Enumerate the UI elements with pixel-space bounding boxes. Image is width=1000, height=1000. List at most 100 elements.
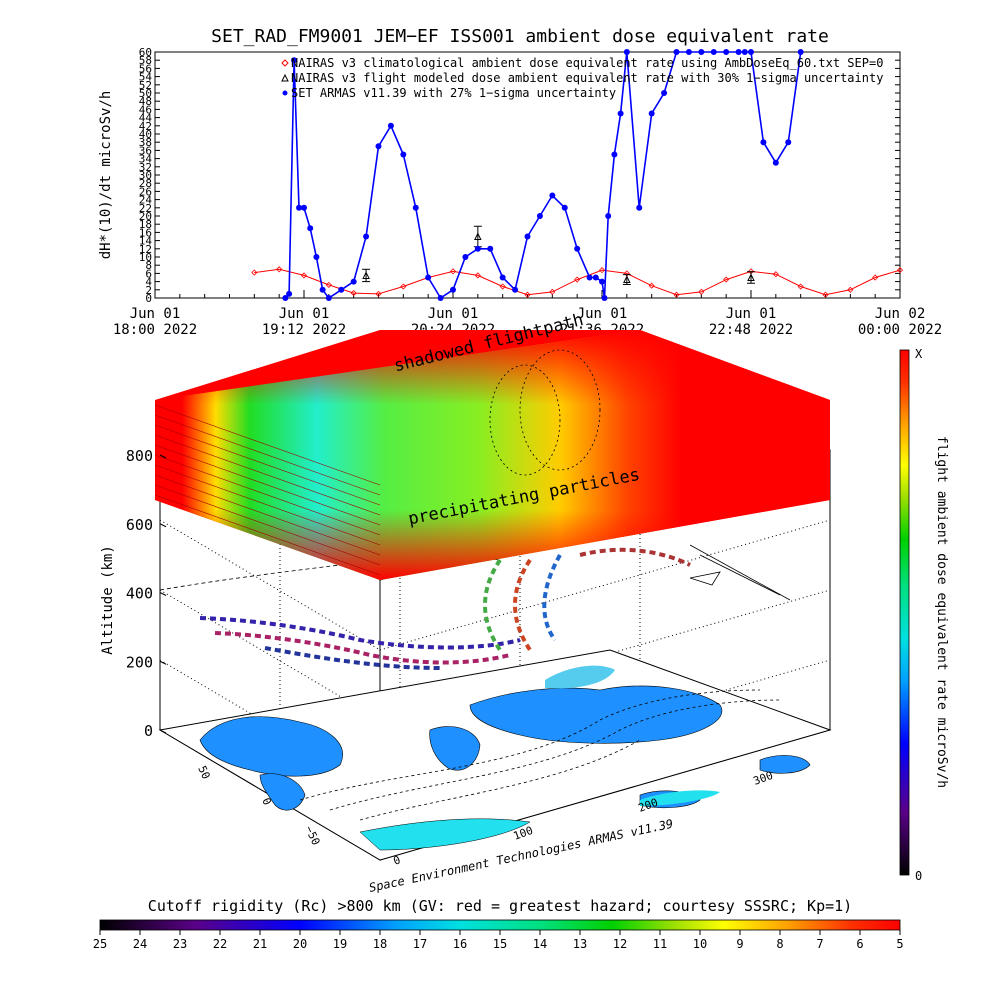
blue-series-point bbox=[611, 151, 618, 158]
red-series-point bbox=[872, 274, 879, 281]
y-tick-label: 40 bbox=[139, 128, 152, 141]
blue-series-point bbox=[623, 49, 630, 55]
blue-series-point bbox=[617, 110, 624, 117]
legend-entry-nairas-climatological: NAIRAS v3 climatological ambient dose eq… bbox=[281, 56, 883, 70]
altitude-tick-label: 800 bbox=[126, 447, 153, 465]
blue-series-point bbox=[561, 204, 568, 211]
altitude-axis-ticks: 0 200 400 600 800 bbox=[126, 447, 167, 740]
black-series-point bbox=[362, 271, 370, 279]
blue-series-point bbox=[363, 233, 370, 240]
x-tick-time: 22:48 2022 bbox=[709, 322, 793, 338]
legend-marker-blue bbox=[282, 90, 288, 96]
red-series-point bbox=[499, 283, 506, 290]
blue-series-point bbox=[474, 245, 481, 252]
blue-series-point bbox=[296, 204, 303, 211]
blue-series-point bbox=[512, 286, 519, 293]
legend-marker-red bbox=[281, 59, 289, 67]
y-tick-label: 36 bbox=[139, 144, 152, 157]
rigidity-gradient-bar bbox=[99, 919, 901, 931]
y-tick-label: 18 bbox=[139, 218, 152, 231]
blue-series-point bbox=[412, 204, 419, 211]
x-tick-time: 00:00 2022 bbox=[858, 322, 942, 338]
rigidity-tick-label: 20 bbox=[293, 937, 307, 951]
rigidity-ticks: 25 24 23 22 21 20 19 18 17 16 15 14 13 12 11 10 9 8 7 6 5 bbox=[93, 930, 904, 951]
y-tick-label: 26 bbox=[139, 185, 152, 198]
y-tick-label: 50 bbox=[139, 87, 152, 100]
blue-series-point bbox=[698, 49, 705, 55]
altitude-tick bbox=[159, 454, 167, 459]
blue-series-point bbox=[785, 139, 792, 146]
y-tick-label: 14 bbox=[139, 235, 153, 248]
y-tick-label: 0 bbox=[145, 292, 152, 305]
landmass-antarctica-east bbox=[640, 790, 720, 806]
blue-series-point bbox=[710, 49, 717, 55]
blue-series-point bbox=[748, 49, 754, 55]
rigidity-tick-label: 6 bbox=[856, 937, 863, 951]
blue-series-point bbox=[313, 254, 320, 260]
blue-series-point bbox=[291, 57, 298, 64]
chart-title: SET_RAD_FM9001 JEM−EF ISS001 ambient dos… bbox=[211, 26, 829, 47]
altitude-tick bbox=[159, 729, 167, 734]
red-series-point bbox=[673, 291, 680, 298]
blue-series-point bbox=[425, 274, 432, 281]
blue-series-point bbox=[549, 192, 556, 199]
red-series-point bbox=[350, 290, 357, 297]
blue-series-point bbox=[487, 245, 494, 252]
red-series-point bbox=[598, 267, 606, 274]
blue-series-point bbox=[437, 295, 444, 301]
ground-tracks bbox=[299, 689, 781, 821]
blue-series-point bbox=[301, 204, 307, 211]
blue-series-point bbox=[723, 49, 730, 55]
rigidity-tick-label: 14 bbox=[533, 937, 547, 951]
rigidity-tick-label: 15 bbox=[493, 937, 507, 951]
black-series-point bbox=[623, 275, 631, 284]
slab-orbit-traces bbox=[489, 349, 601, 476]
y-tick-label: 22 bbox=[139, 202, 152, 215]
lon-tick-200: 200 bbox=[637, 796, 660, 815]
legend-entry-armas: SET ARMAS v11.39 with 27% 1−sigma uncert… bbox=[282, 86, 616, 100]
red-series-point bbox=[325, 281, 332, 288]
y-tick-label: 38 bbox=[139, 136, 152, 149]
y-tick-label: 46 bbox=[139, 103, 152, 116]
x-tick-time: 19:12 2022 bbox=[262, 322, 346, 338]
landmass-americas bbox=[199, 716, 343, 777]
y-tick-label: 28 bbox=[139, 177, 152, 190]
y-tick-label: 52 bbox=[139, 79, 152, 92]
rigidity-colorbar: Cutoff rigidity (Rc) >800 km (GV: red = … bbox=[93, 897, 904, 951]
blue-series-point bbox=[586, 274, 593, 281]
red-series-line bbox=[254, 268, 901, 296]
rigidity-tick-label: 17 bbox=[413, 937, 427, 951]
red-series-point bbox=[474, 272, 481, 279]
y-tick-label: 58 bbox=[139, 54, 152, 67]
slab-fade bbox=[155, 330, 830, 580]
blue-series-point bbox=[325, 295, 332, 301]
rigidity-tick-label: 8 bbox=[776, 937, 783, 951]
blue-series-point bbox=[741, 49, 748, 55]
y-tick-label: 34 bbox=[139, 153, 153, 166]
landmass-south-america bbox=[259, 773, 306, 811]
y-tick-label: 32 bbox=[139, 161, 152, 174]
flightpath-5 bbox=[513, 558, 532, 652]
altitude-tick bbox=[159, 523, 167, 528]
y-tick-label: 60 bbox=[139, 46, 152, 59]
dose-colorbar bbox=[899, 349, 910, 876]
slab-striations bbox=[154, 404, 381, 576]
dose-rate-chart: SET_RAD_FM9001 JEM−EF ISS001 ambient dos… bbox=[98, 26, 942, 338]
blue-series-point bbox=[601, 295, 608, 301]
y-tick-label: 20 bbox=[139, 210, 152, 223]
rigidity-tick-label: 16 bbox=[453, 937, 467, 951]
y-tick-label: 44 bbox=[139, 112, 153, 125]
blue-series-point bbox=[307, 225, 314, 232]
rigidity-tick-label: 11 bbox=[653, 937, 667, 951]
x-tick-day: Jun 02 bbox=[875, 306, 926, 322]
blue-series-point bbox=[797, 49, 804, 55]
legend-label-red: NAIRAS v3 climatological ambient dose eq… bbox=[291, 56, 883, 70]
flightpath-4 bbox=[483, 558, 502, 652]
y-tick-label: 2 bbox=[145, 284, 152, 297]
blue-series-point bbox=[760, 139, 767, 146]
blue-series-point bbox=[536, 213, 543, 219]
landmass-islands bbox=[759, 755, 811, 774]
world-map bbox=[199, 685, 811, 811]
rigidity-tick-label: 21 bbox=[253, 937, 267, 951]
